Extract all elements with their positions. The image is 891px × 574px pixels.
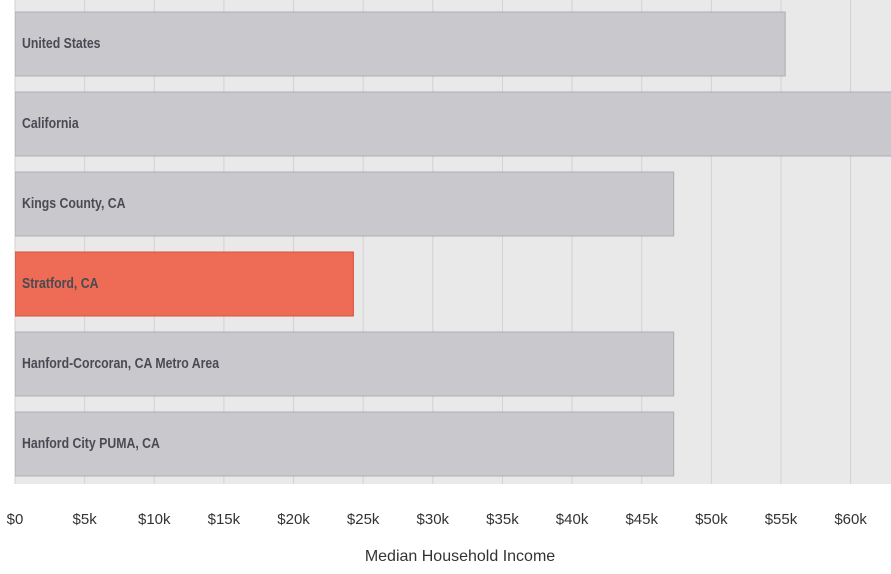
bar (15, 171, 675, 237)
bar (15, 11, 786, 77)
x-tick-label: $10k (138, 511, 171, 528)
bar (15, 411, 675, 477)
x-tick-label: $30k (417, 511, 450, 528)
x-tick-label: $55k (765, 511, 798, 528)
x-tick-label: $5k (73, 511, 98, 528)
bar (15, 251, 354, 317)
category-label: Hanford City PUMA, CA (22, 435, 160, 451)
x-tick-label: $15k (208, 511, 241, 528)
bar (15, 91, 891, 157)
bar (15, 331, 675, 397)
plot-background (15, 0, 891, 484)
category-label: California (22, 115, 79, 131)
category-label: Hanford-Corcoran, CA Metro Area (22, 355, 219, 371)
x-tick-label: $60k (834, 511, 867, 528)
x-tick-label: $20k (277, 511, 310, 528)
grid (14, 0, 852, 484)
x-tick-label: $25k (347, 511, 380, 528)
x-axis-title: Median Household Income (365, 548, 555, 565)
x-tick-label: $50k (695, 511, 728, 528)
category-label: United States (22, 35, 101, 51)
x-tick-label: $0 (7, 511, 24, 528)
x-tick-label: $45k (625, 511, 658, 528)
category-label: Stratford, CA (22, 275, 99, 291)
x-tick-label: $35k (486, 511, 519, 528)
x-tick-label: $40k (556, 511, 589, 528)
bars (15, 11, 891, 477)
category-label: Kings County, CA (22, 195, 126, 211)
